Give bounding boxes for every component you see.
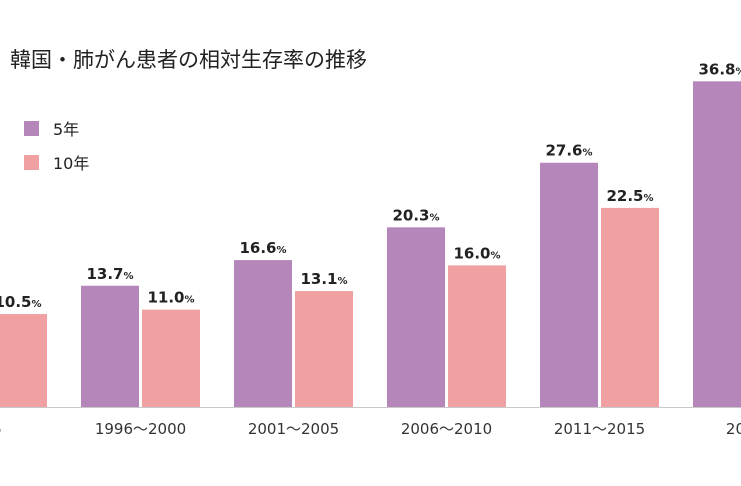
data-label-5yr-3: 20.3% xyxy=(392,206,439,224)
category-label-4: 2011～2015 xyxy=(554,420,645,438)
legend-item-5yr: 5年 xyxy=(24,118,89,139)
data-label-5yr-5: 36.8% xyxy=(698,60,741,78)
category-label-5: 2016～ xyxy=(726,420,741,438)
bar-5yr-4 xyxy=(540,162,598,407)
category-label-2: 2001～2005 xyxy=(248,420,339,438)
data-label-10yr-2: 13.1% xyxy=(300,270,347,288)
legend-label-10yr: 10年 xyxy=(53,154,90,173)
bar-10yr-4 xyxy=(601,207,659,407)
category-label-3: 2006～2010 xyxy=(401,420,492,438)
bar-5yr-3 xyxy=(387,227,445,407)
bar-5yr-1 xyxy=(81,285,139,407)
data-label-5yr-2: 16.6% xyxy=(239,239,286,257)
legend-label-5yr: 5年 xyxy=(53,120,80,139)
category-label-0: 995 xyxy=(0,420,2,438)
bar-5yr-2 xyxy=(234,260,292,407)
data-label-5yr-1: 13.7% xyxy=(86,265,133,283)
category-label-1: 1996～2000 xyxy=(95,420,186,438)
bar-10yr-3 xyxy=(448,265,506,407)
legend-swatch-5yr xyxy=(24,120,39,136)
data-label-10yr-0: 10.5% xyxy=(0,293,42,311)
data-label-10yr-3: 16.0% xyxy=(453,244,500,262)
data-label-5yr-4: 27.6% xyxy=(545,142,592,160)
bar-10yr-1 xyxy=(142,309,200,407)
data-label-10yr-4: 22.5% xyxy=(606,187,653,205)
bar-5yr-5 xyxy=(693,81,741,407)
data-label-10yr-1: 11.0% xyxy=(147,289,194,307)
legend: 5年 10年 xyxy=(24,118,89,186)
bar-10yr-2 xyxy=(295,291,353,407)
legend-swatch-10yr xyxy=(24,154,39,170)
chart-title: 韓国・肺がん患者の相対生存率の推移 xyxy=(10,48,367,72)
bar-10yr-0 xyxy=(0,314,47,407)
legend-item-10yr: 10年 xyxy=(24,152,90,173)
